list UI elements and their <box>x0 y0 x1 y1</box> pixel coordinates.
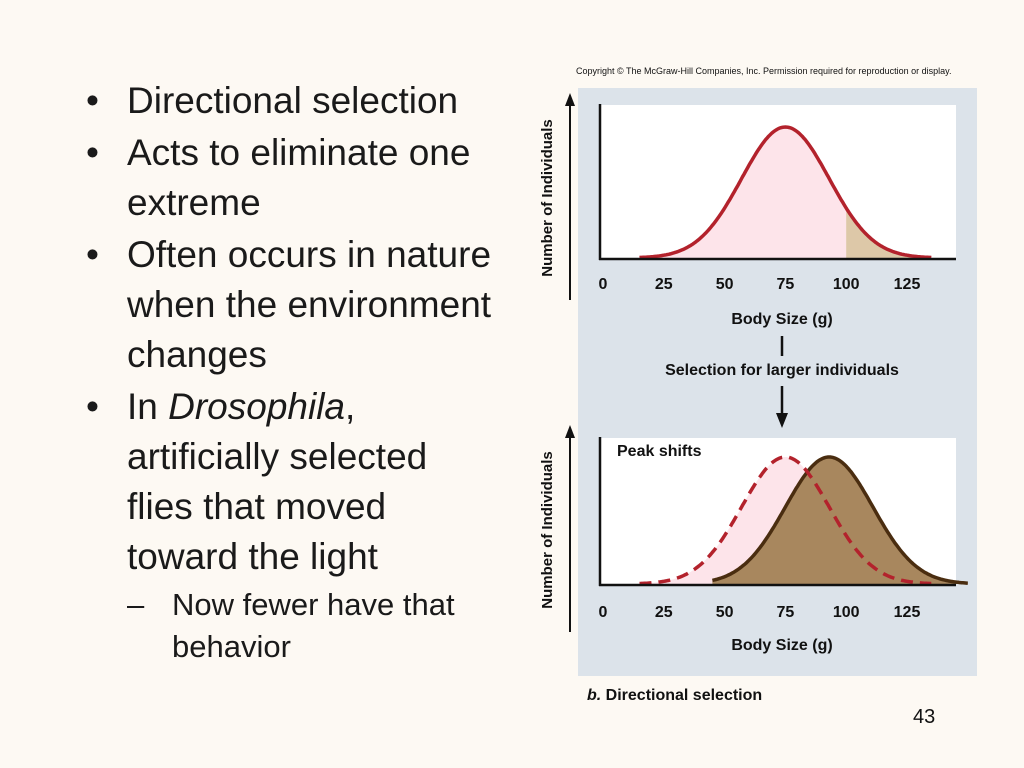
bullet-item: • Acts to eliminate one extreme <box>86 128 496 228</box>
bottom-y-axis-label: Number of Individuals <box>539 451 556 609</box>
bottom-shifted-fill <box>712 457 968 584</box>
top-y-arrow-icon <box>565 93 575 106</box>
bullet-text-italic: Drosophila <box>168 386 346 427</box>
bottom-x-axis-label: Body Size (g) <box>731 637 832 654</box>
tick-label: 0 <box>599 604 608 621</box>
tick-label: 100 <box>833 604 860 621</box>
sub-bullet-text: Now fewer have that behavior <box>172 587 455 664</box>
bullet-text-suffix: , artificially selected flies that moved… <box>127 386 428 577</box>
top-y-axis-label: Number of Individuals <box>539 119 556 277</box>
bullet-item: • Often occurs in nature when the enviro… <box>86 230 496 380</box>
top-x-axis-label: Body Size (g) <box>731 311 832 328</box>
tick-label: 25 <box>655 276 673 293</box>
copyright-notice: Copyright © The McGraw-Hill Companies, I… <box>576 66 952 76</box>
top-selected-fill <box>846 208 932 258</box>
figure-caption: b. Directional selection <box>587 687 762 704</box>
tick-label: 125 <box>894 604 921 621</box>
tick-label: 75 <box>777 604 795 621</box>
bullet-dot-icon: • <box>86 132 99 173</box>
tick-label: 0 <box>599 276 608 293</box>
sub-bullet-dash-icon: – <box>127 587 145 622</box>
tick-label: 125 <box>894 276 921 293</box>
bullet-text: Directional selection <box>127 80 459 121</box>
tick-label: 75 <box>777 276 795 293</box>
bullet-dot-icon: • <box>86 386 99 427</box>
tick-label: 100 <box>833 276 860 293</box>
bottom-y-arrow-icon <box>565 425 575 438</box>
tick-label: 50 <box>716 604 734 621</box>
selection-label: Selection for larger individuals <box>665 362 899 379</box>
bottom-shifted-curve <box>712 455 968 585</box>
bullet-dot-icon: • <box>86 80 99 121</box>
bullet-item: • In Drosophila, artificially selected f… <box>86 382 496 582</box>
page-number: 43 <box>913 706 936 728</box>
top-distribution-curve <box>639 125 932 260</box>
tick-label: 25 <box>655 604 673 621</box>
bullet-list: • Directional selection • Acts to elimin… <box>86 76 496 668</box>
tick-label: 50 <box>716 276 734 293</box>
peak-shifts-label: Peak shifts <box>617 443 702 460</box>
top-tick-labels: 0 25 50 75 100 125 <box>599 276 921 293</box>
down-arrow-icon <box>776 413 788 428</box>
bullet-text: Acts to eliminate one extreme <box>127 132 471 223</box>
bullet-item: • Directional selection <box>86 76 496 126</box>
bottom-tick-labels: 0 25 50 75 100 125 <box>599 604 921 621</box>
sub-bullet-item: – Now fewer have that behavior <box>127 584 496 668</box>
caption-text: Directional selection <box>601 687 762 704</box>
bullet-text: Often occurs in nature when the environm… <box>127 234 492 375</box>
bullet-dot-icon: • <box>86 234 99 275</box>
bullet-text-prefix: In <box>127 386 169 427</box>
caption-letter: b. <box>587 687 601 704</box>
